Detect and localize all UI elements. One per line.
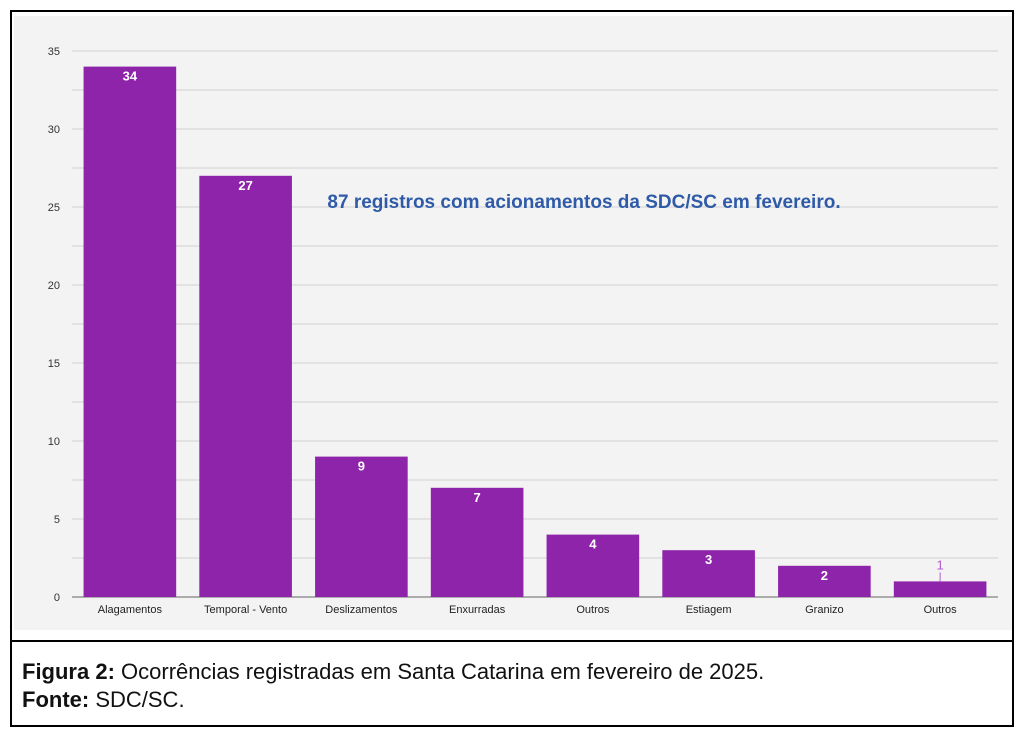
source-text: SDC/SC. xyxy=(89,687,185,712)
x-tick-label: Alagamentos xyxy=(98,604,163,616)
data-label: 27 xyxy=(238,178,252,193)
bar xyxy=(893,581,987,597)
y-tick-label: 25 xyxy=(48,202,60,214)
bar xyxy=(546,534,640,597)
y-tick-label: 15 xyxy=(48,358,60,370)
data-label: 34 xyxy=(123,69,138,84)
y-tick-label: 30 xyxy=(48,124,60,136)
x-tick-label: Estiagem xyxy=(686,604,732,616)
x-tick-label: Outros xyxy=(924,604,958,616)
figure-text: Ocorrências registradas em Santa Catarin… xyxy=(114,659,765,684)
figure-caption: Figura 2: Ocorrências registradas em San… xyxy=(22,658,1002,714)
bar xyxy=(778,565,871,597)
y-tick-label: 20 xyxy=(48,280,60,292)
data-label: 4 xyxy=(589,537,597,552)
figure-frame: 0 5 10 15 20 25 30 35 34 Alagamentos 27 Temporal - … xyxy=(10,10,1014,727)
bar xyxy=(83,66,177,598)
data-label: 1 xyxy=(937,557,944,572)
source-label: Fonte: xyxy=(22,687,90,712)
bar xyxy=(199,175,292,598)
data-label: 9 xyxy=(358,459,365,474)
figure-label: Figura 2: xyxy=(22,659,115,684)
y-tick-label: 5 xyxy=(54,514,60,526)
data-label: 7 xyxy=(474,490,481,505)
data-label: 2 xyxy=(821,568,828,583)
data-label: 3 xyxy=(705,552,712,567)
x-tick-label: Outros xyxy=(576,604,610,616)
caption-divider xyxy=(12,640,1012,642)
x-tick-label: Temporal - Vento xyxy=(204,604,287,616)
bar xyxy=(662,550,755,597)
y-tick-label: 35 xyxy=(48,46,60,58)
x-tick-label: Deslizamentos xyxy=(325,604,398,616)
y-tick-label: 10 xyxy=(48,436,60,448)
x-tick-label: Granizo xyxy=(805,604,844,616)
x-tick-label: Enxurradas xyxy=(449,604,506,616)
y-tick-label: 0 xyxy=(54,592,60,604)
bar xyxy=(430,487,524,597)
bar xyxy=(315,456,408,597)
chart-area: 0 5 10 15 20 25 30 35 34 Alagamentos 27 Temporal - … xyxy=(14,16,1012,630)
chart-annotation: 87 registros com acionamentos da SDC/SC … xyxy=(327,192,840,213)
